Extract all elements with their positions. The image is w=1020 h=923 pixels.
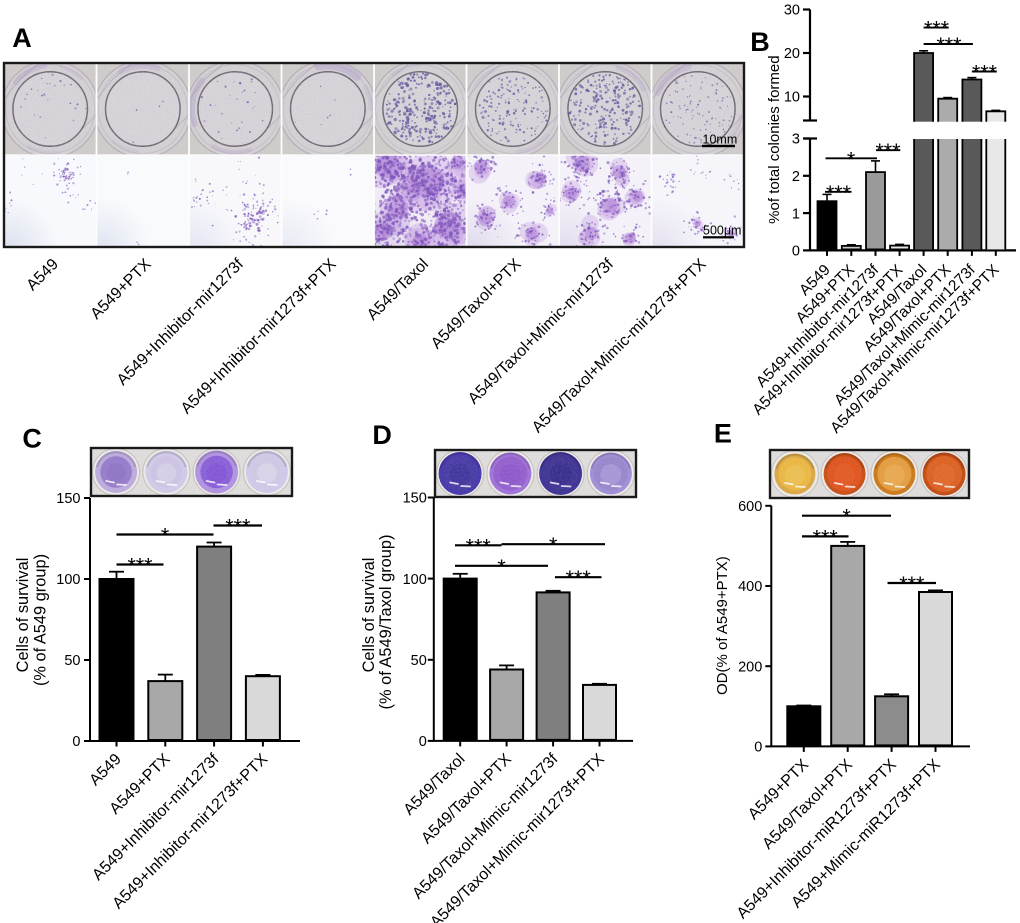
svg-text:400: 400	[738, 579, 762, 595]
svg-text:0: 0	[792, 244, 800, 260]
svg-text:20: 20	[784, 46, 800, 62]
svg-text:3: 3	[792, 132, 800, 148]
svg-text:*: *	[161, 524, 170, 548]
svg-text:B: B	[750, 27, 770, 57]
svg-text:***: ***	[466, 534, 492, 558]
svg-text:A549+PTX: A549+PTX	[88, 256, 155, 323]
svg-text:600: 600	[738, 499, 762, 515]
svg-text:0: 0	[72, 734, 80, 750]
svg-text:***: ***	[225, 515, 251, 539]
svg-text:A549/Taxol+Mimic-mir1273f: A549/Taxol+Mimic-mir1273f	[465, 255, 617, 407]
svg-text:30: 30	[784, 3, 800, 19]
svg-text:(% of A549 group): (% of A549 group)	[31, 554, 49, 686]
svg-text:A549+Inhibitor-mir1273f+PTX: A549+Inhibitor-mir1273f+PTX	[178, 256, 340, 418]
svg-text:D: D	[372, 420, 392, 450]
svg-text:100: 100	[56, 572, 80, 588]
svg-text:***: ***	[566, 566, 592, 590]
svg-text:0: 0	[754, 740, 762, 756]
svg-text:2: 2	[792, 169, 800, 185]
svg-text:***: ***	[924, 17, 950, 41]
svg-text:A: A	[12, 23, 32, 53]
svg-text:OD(% of A549+PTX): OD(% of A549+PTX)	[714, 556, 731, 695]
svg-text:200: 200	[738, 659, 762, 675]
svg-text:*: *	[842, 505, 851, 529]
svg-text:A549/Taxol: A549/Taxol	[364, 256, 432, 324]
svg-text:A549: A549	[86, 751, 125, 790]
svg-text:***: ***	[813, 525, 839, 549]
svg-text:(% of A549/Taxol group): (% of A549/Taxol group)	[377, 535, 395, 710]
svg-text:***: ***	[875, 139, 901, 163]
svg-text:***: ***	[899, 572, 925, 596]
svg-text:*: *	[497, 555, 506, 579]
svg-text:10: 10	[784, 90, 800, 106]
svg-text:150: 150	[56, 491, 80, 507]
svg-text:*: *	[549, 533, 558, 557]
svg-text:***: ***	[972, 61, 998, 85]
svg-text:Cells of survival: Cells of survival	[14, 558, 32, 673]
svg-text:1: 1	[792, 206, 800, 222]
svg-text:Cells of survival: Cells of survival	[360, 558, 378, 673]
svg-text:A549: A549	[24, 256, 63, 295]
svg-text:E: E	[714, 419, 732, 449]
svg-text:500μm: 500μm	[703, 224, 741, 238]
svg-text:***: ***	[826, 181, 852, 205]
svg-text:%of total colonies formed: %of total colonies formed	[766, 55, 783, 223]
svg-text:***: ***	[127, 554, 153, 578]
svg-text:A549+Inhibitor-miR1273f+PTX: A549+Inhibitor-miR1273f+PTX	[734, 756, 900, 922]
svg-text:0: 0	[419, 734, 427, 750]
svg-text:10mm: 10mm	[703, 133, 738, 147]
svg-text:A549/Taxol+Mimic-mir1273f+PTX: A549/Taxol+Mimic-mir1273f+PTX	[529, 256, 710, 437]
svg-text:C: C	[22, 423, 42, 453]
svg-text:100: 100	[403, 572, 427, 588]
svg-text:***: ***	[936, 33, 962, 57]
svg-text:*: *	[847, 147, 856, 171]
svg-text:150: 150	[403, 491, 427, 507]
svg-text:A549/Taxol+PTX: A549/Taxol+PTX	[428, 256, 525, 353]
svg-text:50: 50	[411, 653, 427, 669]
svg-text:50: 50	[64, 653, 80, 669]
